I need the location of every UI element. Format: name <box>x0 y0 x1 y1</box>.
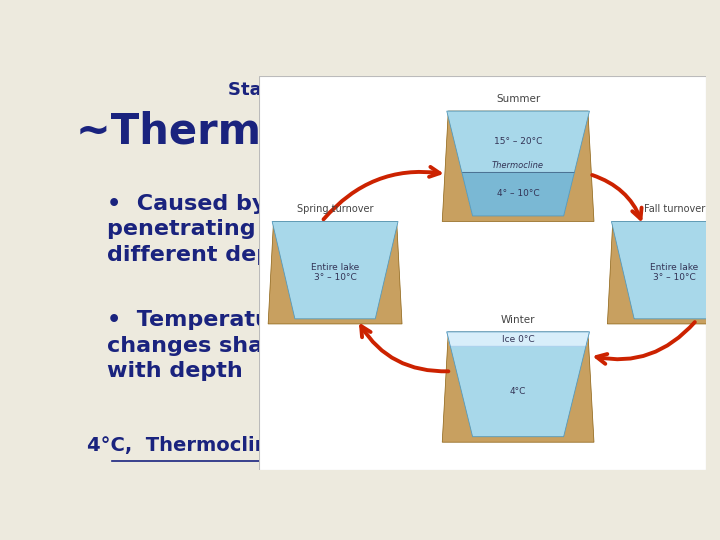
Text: ~Thermal Stratification~: ~Thermal Stratification~ <box>76 111 662 152</box>
Text: Spring turnover: Spring turnover <box>297 204 374 214</box>
Text: •  Temperature
changes sharply
with depth: • Temperature changes sharply with depth <box>107 310 312 381</box>
Text: Entire lake
3° – 10°C: Entire lake 3° – 10°C <box>311 263 359 282</box>
FancyBboxPatch shape <box>259 76 706 470</box>
Text: Winter: Winter <box>501 315 536 325</box>
Text: •  Caused by light
penetrating to
different depths: • Caused by light penetrating to differe… <box>107 194 331 265</box>
Polygon shape <box>608 221 720 324</box>
Text: 15° – 20°C: 15° – 20°C <box>494 137 542 146</box>
Polygon shape <box>442 332 594 442</box>
Polygon shape <box>442 111 594 221</box>
Polygon shape <box>462 172 575 216</box>
Text: Ice 0°C: Ice 0°C <box>502 334 534 343</box>
Polygon shape <box>447 332 590 346</box>
Text: Summer: Summer <box>496 94 540 104</box>
Text: Fall turnover: Fall turnover <box>644 204 705 214</box>
Polygon shape <box>447 332 590 437</box>
Polygon shape <box>611 221 720 319</box>
Text: Standing-water Ecosystems: Standing-water Ecosystems <box>228 82 510 99</box>
Text: 4°C,  Thermocline,  Density,  Fall & Spring Turnover: 4°C, Thermocline, Density, Fall & Spring… <box>87 436 651 455</box>
Polygon shape <box>268 221 402 324</box>
Text: Thermocline: Thermocline <box>492 160 544 170</box>
Polygon shape <box>447 111 590 216</box>
Text: Entire lake
3° – 10°C: Entire lake 3° – 10°C <box>650 263 698 282</box>
Polygon shape <box>272 221 398 319</box>
Text: 4°C: 4°C <box>510 387 526 396</box>
Text: 4° – 10°C: 4° – 10°C <box>497 190 539 198</box>
